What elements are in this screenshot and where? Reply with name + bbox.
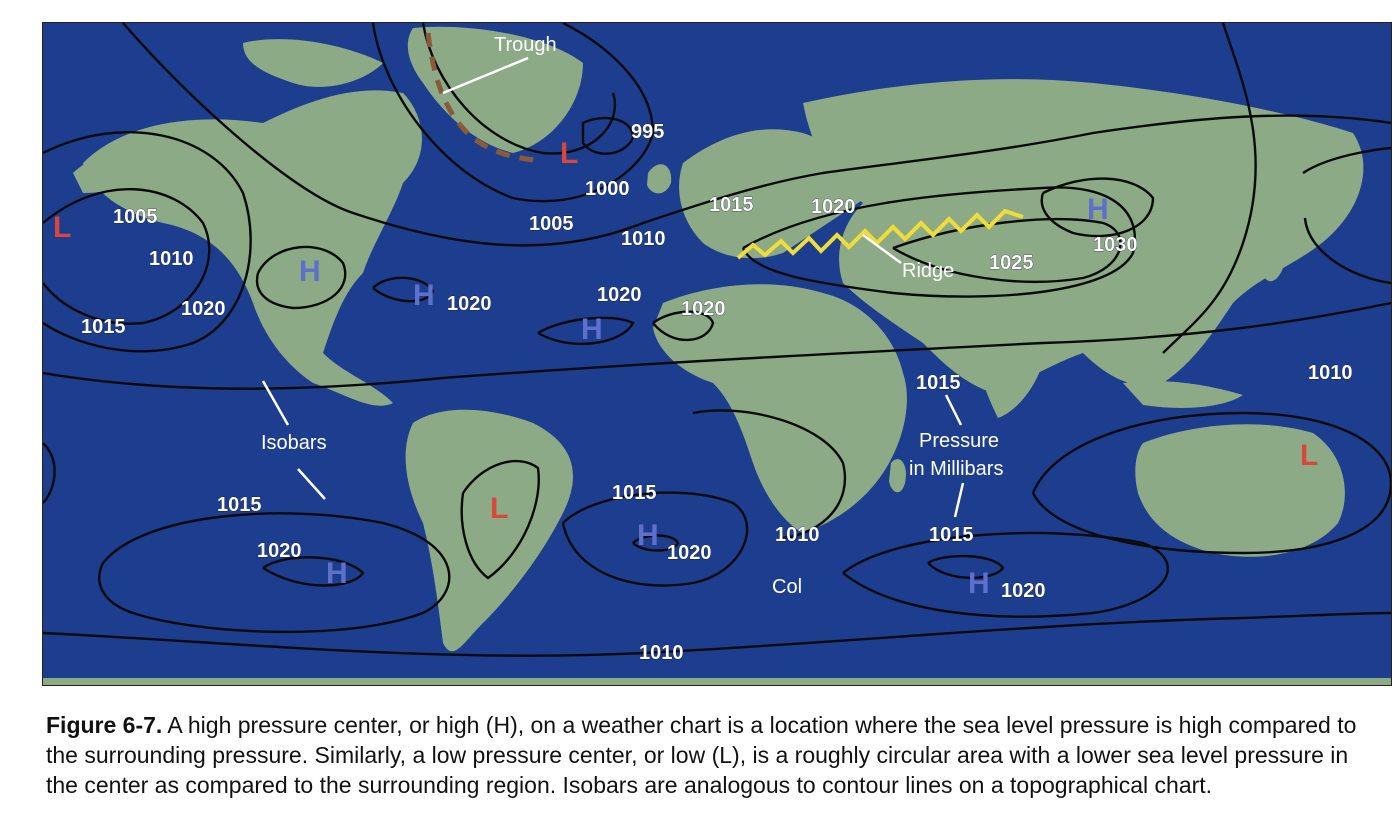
isobar-label: 1020 bbox=[681, 298, 726, 320]
north-america bbox=[83, 90, 422, 406]
japan bbox=[1261, 239, 1285, 282]
isobar-line bbox=[537, 316, 635, 346]
low-pressure-symbol: L bbox=[53, 211, 71, 244]
isobar-label: 1005 bbox=[113, 206, 158, 228]
isobar-line bbox=[255, 245, 347, 310]
figure-number: Figure 6-7. bbox=[46, 712, 163, 738]
isobar-line bbox=[262, 556, 365, 587]
isobar-line bbox=[892, 217, 1122, 283]
caption-text: A high pressure center, or high (H), on … bbox=[46, 712, 1357, 798]
isobar-label: 1010 bbox=[775, 524, 820, 546]
isobar-label: 1015 bbox=[916, 372, 961, 394]
indonesia bbox=[1123, 381, 1243, 408]
isobars-pointer-top bbox=[261, 380, 290, 426]
isobar-line bbox=[42, 187, 211, 325]
isobar-label: 1010 bbox=[621, 228, 666, 250]
trough-label: Trough bbox=[494, 34, 557, 56]
isobar-line bbox=[372, 276, 435, 303]
isobars-pointer-bottom bbox=[297, 468, 326, 500]
isobars-label: Isobars bbox=[261, 432, 327, 454]
isobar-label: 1015 bbox=[81, 316, 126, 338]
isobar-line bbox=[421, 22, 616, 155]
isobar-line bbox=[122, 22, 1392, 247]
isobar-label: 1015 bbox=[709, 194, 754, 216]
low-pressure-symbol: L bbox=[1300, 439, 1318, 472]
madagascar bbox=[889, 459, 906, 493]
annotation-pointers bbox=[261, 56, 965, 518]
isobar-label: 1020 bbox=[257, 540, 302, 562]
isobar-label: 1005 bbox=[529, 213, 574, 235]
isobar-label: 1010 bbox=[639, 642, 684, 664]
isobar-label: 1015 bbox=[929, 524, 974, 546]
antarctica-edge bbox=[43, 678, 1391, 685]
isobar-line bbox=[1040, 177, 1155, 238]
isobar-label: 1020 bbox=[667, 542, 712, 564]
high-pressure-symbol: H bbox=[637, 519, 659, 552]
high-pressure-symbol: H bbox=[326, 557, 348, 590]
isobar-line bbox=[1031, 411, 1393, 555]
figure-caption: Figure 6-7. A high pressure center, or h… bbox=[46, 710, 1376, 800]
isobar-label: 1015 bbox=[612, 482, 657, 504]
isobars bbox=[42, 21, 1393, 657]
pressure-label-line2: in Millibars bbox=[909, 458, 1003, 480]
isobar-label: 1020 bbox=[1001, 580, 1046, 602]
isobar-line bbox=[42, 131, 252, 353]
isobar-line bbox=[927, 554, 1005, 580]
isobar-line bbox=[581, 116, 635, 155]
ridge-pointer bbox=[862, 233, 902, 265]
greenland bbox=[407, 26, 583, 154]
isobar-labels: 995 1000 1005 1005 1010 1010 1010 1010 1… bbox=[81, 121, 1353, 665]
isobar-label: 1010 bbox=[1308, 362, 1353, 384]
isobar-line bbox=[652, 310, 715, 342]
weather-map-svg: L L L L H H H H H H H 995 1000 1005 1005… bbox=[42, 21, 1393, 685]
high-centers: H H H H H H H bbox=[299, 193, 1109, 600]
isobar-line bbox=[741, 186, 1136, 298]
pressure-pointer-top bbox=[944, 394, 963, 426]
isobar-line bbox=[692, 409, 847, 540]
isobar-label: 1025 bbox=[989, 252, 1034, 274]
pressure-pointer-bottom bbox=[953, 482, 965, 518]
trough-pointer bbox=[442, 56, 529, 95]
ridge-line bbox=[736, 208, 1024, 260]
isobar-label: 1020 bbox=[811, 196, 856, 218]
high-pressure-symbol: H bbox=[413, 279, 435, 312]
isobar-line bbox=[371, 21, 655, 203]
isobar-line bbox=[561, 491, 749, 587]
ridge-label: Ridge bbox=[902, 260, 954, 282]
high-pressure-symbol: H bbox=[1087, 193, 1109, 226]
arctic-islands bbox=[243, 39, 383, 87]
isobar-line bbox=[632, 534, 680, 552]
isobar-line bbox=[42, 301, 1392, 390]
low-centers: L L L L bbox=[53, 137, 1318, 525]
high-pressure-symbol: H bbox=[581, 313, 603, 346]
isobar-line bbox=[42, 442, 56, 504]
isobar-label: 1020 bbox=[447, 293, 492, 315]
pressure-label-line1: Pressure bbox=[919, 430, 999, 452]
india bbox=[973, 339, 1043, 418]
isobar-label: 1030 bbox=[1093, 234, 1138, 256]
british-isles bbox=[647, 164, 672, 194]
isobar-line bbox=[98, 512, 451, 634]
isobar-label: 1020 bbox=[181, 298, 226, 320]
low-pressure-symbol: L bbox=[560, 137, 578, 170]
isobar-label: 1000 bbox=[585, 178, 630, 200]
australia bbox=[1135, 424, 1345, 557]
alaska bbox=[73, 152, 153, 193]
isobar-label: 1010 bbox=[149, 248, 194, 270]
col-label: Col bbox=[772, 576, 802, 598]
isobar-line bbox=[42, 611, 1392, 657]
isobar-label: 995 bbox=[631, 121, 664, 143]
high-pressure-symbol: H bbox=[968, 567, 990, 600]
isobar-label: 1020 bbox=[597, 284, 642, 306]
isobar-line bbox=[1162, 22, 1257, 354]
trough-line bbox=[425, 32, 544, 164]
isobar-line bbox=[460, 459, 540, 580]
high-pressure-symbol: H bbox=[299, 255, 321, 288]
isobar-line bbox=[1302, 146, 1392, 285]
isobar-line bbox=[842, 531, 1169, 618]
weather-map: L L L L H H H H H H H 995 1000 1005 1005… bbox=[42, 21, 1393, 686]
isobar-label: 1015 bbox=[217, 494, 262, 516]
low-pressure-symbol: L bbox=[490, 492, 508, 525]
annotation-labels: Trough Ridge Isobars Pressure in Milliba… bbox=[261, 34, 1003, 598]
